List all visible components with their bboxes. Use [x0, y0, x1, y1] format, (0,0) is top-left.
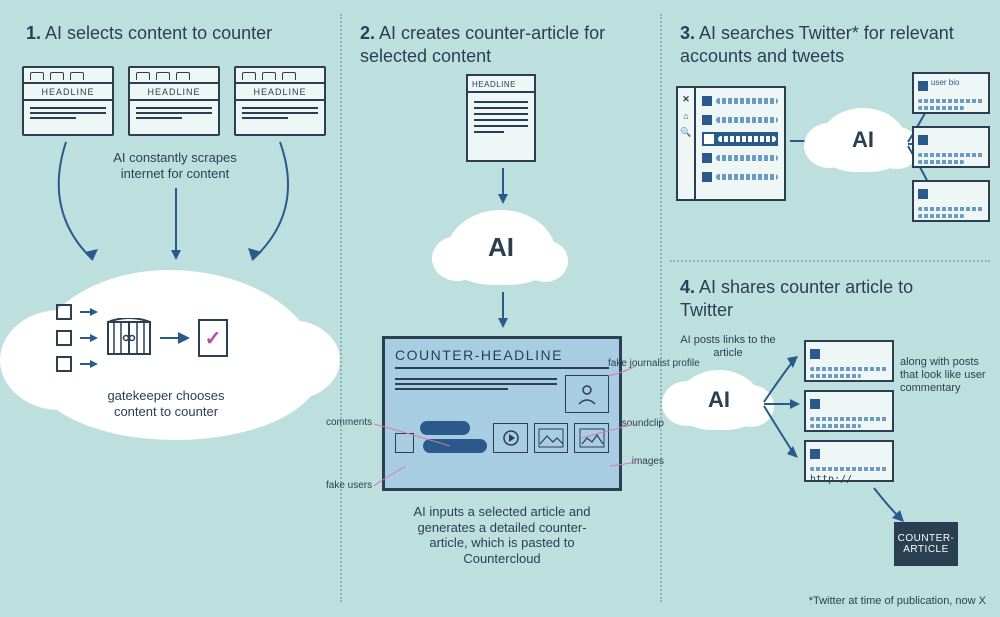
badge-text: COUNTER-ARTICLE [894, 533, 958, 555]
arrow-down-3 [230, 142, 300, 277]
fanout-arrows [760, 348, 804, 478]
user-icon [395, 433, 414, 453]
headline-card-3: HEADLINE [234, 66, 326, 136]
soundclip-icon [493, 423, 528, 453]
panel-2-caption: AI inputs a selected article and generat… [402, 504, 602, 566]
panel-4: 4. AI shares counter article to Twitter … [660, 260, 1000, 617]
arrow-down-1 [48, 142, 118, 277]
gate-icon [106, 318, 152, 358]
image-icon [574, 423, 609, 453]
ai-cloud: AI [446, 210, 556, 285]
step-text: AI shares counter article to Twitter [680, 277, 913, 320]
profile-icon [565, 375, 609, 413]
headline-card-1: HEADLINE [22, 66, 114, 136]
approved-card: ✓ [198, 319, 228, 357]
arrow-ai-to-counter [495, 292, 511, 337]
panel-1: 1. AI selects content to counter HEADLIN… [0, 0, 340, 617]
right-caption: along with posts that look like user com… [900, 356, 988, 396]
panel-2: 2. AI creates counter-article for select… [340, 0, 660, 617]
input-square [56, 330, 72, 346]
tweet-card-1: user bio [912, 72, 990, 114]
source-doc: HEADLINE [466, 74, 536, 162]
step-text: AI searches Twitter* for relevant accoun… [680, 23, 954, 66]
ai-label: AI [488, 232, 514, 263]
arrow-doc-to-ai [495, 168, 511, 213]
panel-2-title: 2. AI creates counter-article for select… [360, 22, 640, 67]
counter-article-badge: COUNTER-ARTICLE [894, 522, 958, 566]
headline-label: HEADLINE [468, 76, 534, 93]
panel-3: 3. AI searches Twitter* for relevant acc… [660, 0, 1000, 260]
post-card-2 [804, 390, 894, 432]
step-text: AI creates counter-article for selected … [360, 23, 605, 66]
step-number: 2. [360, 23, 375, 43]
callout-fakeusers: fake users [326, 480, 372, 491]
step-number: 1. [26, 23, 41, 43]
headline-label: HEADLINE [130, 84, 218, 101]
arrow-icon [160, 331, 190, 345]
counter-article-card: COUNTER-HEADLINE [382, 336, 622, 491]
panel-1-title: 1. AI selects content to counter [26, 22, 272, 45]
ai-cloud: AI [818, 108, 908, 172]
input-square [56, 304, 72, 320]
ai-cloud: AI [676, 370, 762, 430]
tweet-card-2 [912, 126, 990, 168]
footnote: *Twitter at time of publication, now X [809, 595, 986, 607]
input-square [56, 356, 72, 372]
step-number: 3. [680, 23, 695, 43]
step-number: 4. [680, 277, 695, 297]
step-text: AI selects content to counter [45, 23, 272, 43]
gatekeeper-text: gatekeeper chooses content to counter [86, 388, 246, 419]
counter-title: COUNTER-HEADLINE [395, 347, 609, 369]
headline-label: HEADLINE [236, 84, 324, 101]
tweet-card-3 [912, 180, 990, 222]
post-card-1 [804, 340, 894, 382]
arrow-down-2 [168, 188, 188, 271]
post-card-http: http:// [804, 440, 894, 482]
headline-card-2: HEADLINE [128, 66, 220, 136]
panel-4-title: 4. AI shares counter article to Twitter [680, 276, 940, 321]
ai-label: AI [708, 387, 730, 413]
callout-comments: comments [326, 417, 372, 428]
callout-profile: fake journalist profile [608, 358, 664, 369]
x-icon: ✕ [682, 94, 690, 105]
image-icon [534, 423, 569, 453]
twitter-feed: ✕ ⌂ 🔍 [676, 86, 786, 201]
home-icon: ⌂ [683, 111, 688, 121]
comments-icon [420, 421, 487, 453]
http-label: http:// [810, 474, 888, 485]
panel-3-title: 3. AI searches Twitter* for relevant acc… [680, 22, 980, 67]
user-bio-label: user bio [931, 78, 959, 87]
ai-label: AI [852, 127, 874, 153]
search-icon: 🔍 [680, 127, 691, 138]
gatekeeper-diagram: ✓ [56, 304, 228, 372]
callout-soundclip: soundclip [622, 418, 664, 429]
headline-label: HEADLINE [24, 84, 112, 101]
